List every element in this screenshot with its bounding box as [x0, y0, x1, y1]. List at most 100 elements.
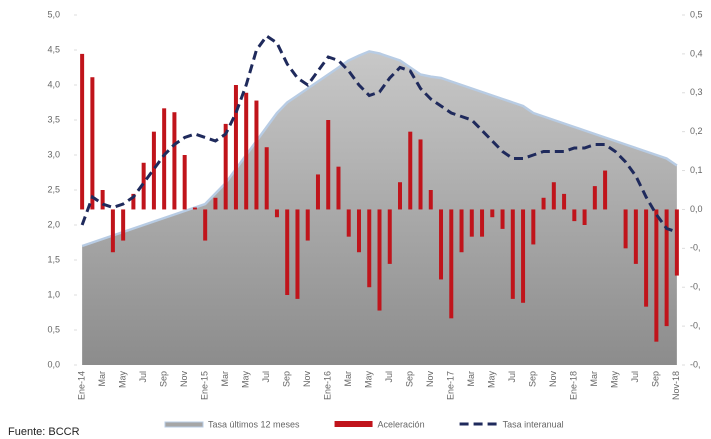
y2-tick-label: 0,5 [690, 9, 703, 19]
bar [131, 193, 136, 210]
x-tick-label: Sep [651, 371, 661, 387]
y2-tick-label: -0, [690, 320, 701, 330]
bar [162, 108, 167, 210]
bar [110, 209, 115, 253]
y-tick-label: 3,5 [47, 114, 60, 124]
bar [90, 77, 95, 210]
bar [356, 209, 361, 253]
bar [233, 85, 238, 210]
legend-label: Aceleración [378, 419, 425, 429]
x-tick-label: Nov [548, 371, 558, 388]
bar [562, 193, 567, 210]
bar [254, 100, 259, 210]
bar [674, 209, 679, 276]
bar [490, 209, 495, 218]
x-tick-label: May [364, 371, 374, 389]
y-tick-label: 4,5 [47, 44, 60, 54]
area-edge [81, 50, 678, 248]
bar [623, 209, 628, 249]
x-tick-label: Nov-18 [671, 371, 681, 400]
legend-label: Tasa interanual [503, 419, 564, 429]
x-tick-label: Jul [138, 371, 148, 383]
y-tick-label: 4,0 [47, 79, 60, 89]
x-tick-label: Nov [425, 371, 435, 388]
x-tick-label: Mar [343, 371, 353, 387]
bar [418, 139, 423, 210]
x-tick-label: Sep [159, 371, 169, 387]
bar [315, 174, 320, 210]
bar [295, 209, 300, 299]
bar [480, 209, 485, 237]
y2-tick-label: -0, [690, 359, 701, 369]
bar [182, 155, 187, 210]
x-tick-label: May [487, 371, 497, 389]
bar [192, 207, 197, 210]
y-tick-label: 1,0 [47, 289, 60, 299]
legend-label: Tasa últimos 12 meses [208, 419, 300, 429]
x-tick-label: Jul [384, 371, 394, 383]
bar [387, 209, 392, 264]
bar [121, 209, 126, 241]
bar [531, 209, 536, 245]
bar [592, 186, 597, 210]
x-tick-label: Jul [261, 371, 271, 383]
bar [510, 209, 515, 299]
bar [521, 209, 526, 303]
x-tick-label: May [610, 371, 620, 389]
bar [223, 123, 228, 210]
legend-swatch [164, 421, 204, 428]
y2-tick-label: 0,4 [690, 48, 703, 58]
bar [654, 209, 659, 342]
y2-tick-label: -0, [690, 282, 701, 292]
bar [500, 209, 505, 229]
bar [439, 209, 444, 280]
bar [274, 209, 279, 218]
x-tick-label: Ene-14 [77, 371, 87, 400]
x-tick-label: Nov [179, 371, 189, 388]
x-tick-label: Mar [97, 371, 107, 387]
y2-tick-label: 0,2 [690, 126, 703, 136]
bar [469, 209, 474, 237]
bar [367, 209, 372, 288]
y-tick-label: 0,0 [47, 359, 60, 369]
bar [264, 147, 269, 210]
x-tick-label: May [118, 371, 128, 389]
bar [203, 209, 208, 241]
bar [551, 182, 556, 210]
bar [100, 190, 105, 210]
bar [449, 209, 454, 319]
y2-tick-label: 0,1 [690, 165, 703, 175]
x-tick-label: Ene-18 [569, 371, 579, 400]
bar [305, 209, 310, 241]
y-tick-label: 1,5 [47, 254, 60, 264]
bar [541, 197, 546, 210]
y-tick-label: 2,0 [47, 219, 60, 229]
y2-tick-label: 0,0 [690, 204, 703, 214]
x-tick-label: Ene-15 [200, 371, 210, 400]
x-tick-label: Ene-17 [446, 371, 456, 400]
bar [459, 209, 464, 253]
legend-swatch [334, 421, 373, 427]
source: Fuente: BCCR [8, 426, 80, 438]
x-tick-label: May [241, 371, 251, 389]
bar [141, 162, 146, 210]
bar [377, 209, 382, 311]
bar [346, 209, 351, 237]
bar [285, 209, 290, 295]
bar [80, 53, 85, 210]
bar [326, 120, 331, 210]
bar [428, 190, 433, 210]
x-tick-label: Sep [528, 371, 538, 387]
bar [408, 131, 413, 210]
bar [244, 92, 249, 210]
x-tick-label: Jul [507, 371, 517, 383]
bar [644, 209, 649, 307]
bar [151, 131, 156, 210]
x-tick-label: Mar [589, 371, 599, 387]
bar [398, 182, 403, 210]
bar [664, 209, 669, 327]
bar [633, 209, 638, 264]
y2-tick-label: 0,3 [690, 87, 703, 97]
x-tick-label: Jul [630, 371, 640, 383]
